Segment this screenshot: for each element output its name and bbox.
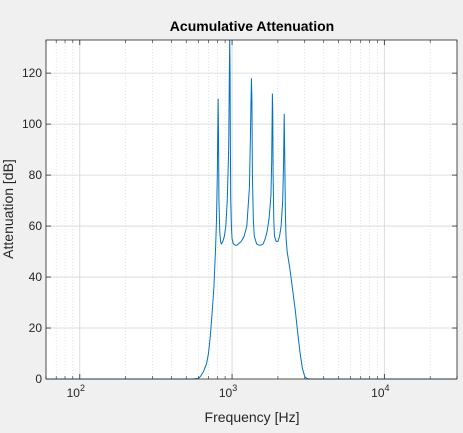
series-line — [46, 39, 457, 380]
y-tick-label: 60 — [29, 219, 43, 233]
chart-title: Acumulative Attenuation — [170, 18, 334, 34]
x-tick-label: 103 — [219, 383, 237, 400]
plot-frame — [45, 39, 458, 380]
major-grid — [46, 40, 457, 379]
tick-labels: 102 103 104 0 20 40 60 80 100 120 — [22, 66, 390, 400]
x-tick-label: 102 — [67, 383, 85, 400]
y-tick-label: 100 — [22, 117, 42, 131]
y-tick-label: 40 — [29, 270, 43, 284]
y-tick-label: 20 — [29, 321, 43, 335]
x-tick-label: 104 — [371, 383, 389, 400]
y-tick-label: 120 — [22, 66, 42, 80]
x-axis-label: Frequency [Hz] — [205, 409, 300, 425]
y-axis-label: Attenuation [dB] — [0, 159, 16, 259]
y-tick-label: 0 — [35, 372, 42, 386]
plot-area — [46, 39, 457, 380]
y-tick-label: 80 — [29, 168, 43, 182]
